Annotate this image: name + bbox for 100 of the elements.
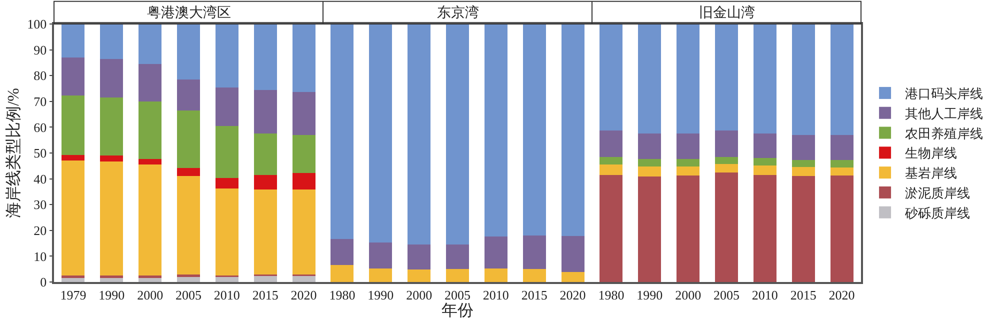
legend-label: 砂砾质岸线: [904, 205, 970, 220]
y-tick-label: 100: [27, 16, 47, 32]
bar: [830, 160, 854, 168]
x-tick-label: 2020: [828, 287, 855, 302]
bar: [676, 159, 700, 167]
bar: [792, 24, 815, 136]
bar: [676, 166, 700, 176]
x-tick-label: 2005: [444, 287, 470, 302]
bar: [408, 24, 431, 244]
x-tick-label: 2020: [290, 287, 317, 302]
x-tick-label: 2010: [214, 287, 240, 302]
bar: [638, 24, 662, 134]
bar: [330, 264, 354, 282]
bar: [369, 268, 392, 282]
bar: [753, 133, 776, 158]
legend-label: 基岩岸线: [905, 166, 958, 181]
bar: [446, 244, 470, 270]
x-tick-label: 2000: [137, 287, 164, 302]
bar: [215, 188, 238, 276]
bar: [484, 268, 508, 282]
bar: [369, 24, 392, 242]
bar: [215, 87, 238, 126]
bar: [138, 101, 162, 159]
bar: [100, 156, 124, 162]
bar: [792, 160, 815, 168]
bar: [600, 164, 623, 175]
x-tick-label: 1990: [636, 287, 663, 302]
text: 粤港澳大湾区: [147, 5, 231, 21]
bar: [600, 156, 623, 165]
bar: [600, 130, 623, 157]
bar: [830, 167, 854, 176]
x-tick-label: 2020: [560, 287, 586, 302]
bar: [753, 24, 776, 134]
bar: [408, 244, 431, 270]
bar: [676, 176, 700, 282]
y-tick-label: 70: [34, 94, 47, 109]
bar: [176, 110, 200, 168]
bar: [62, 58, 85, 96]
x-tick-label: 2010: [482, 287, 509, 302]
bar: [753, 158, 776, 166]
bar: [138, 24, 162, 64]
bar: [522, 235, 546, 270]
bar: [600, 24, 623, 130]
bar: [753, 165, 776, 175]
x-tick-label: 1980: [598, 287, 624, 302]
bar: [215, 178, 238, 188]
x-tick-label: 2000: [406, 287, 432, 302]
bar: [138, 164, 162, 276]
bar: [676, 24, 700, 134]
bar: [254, 133, 277, 176]
x-tick-label: 1980: [329, 287, 356, 302]
bar: [254, 90, 277, 134]
bar: [215, 126, 238, 178]
bar: [714, 130, 738, 157]
x-tick-label: 1979: [60, 287, 86, 302]
y-tick-label: 20: [34, 222, 47, 238]
bar: [714, 24, 738, 131]
bar: [100, 24, 124, 59]
bar: [100, 58, 124, 98]
bar: [484, 24, 508, 236]
bar: [561, 272, 584, 282]
bar: [600, 174, 623, 282]
bar: [792, 135, 815, 160]
bar: [138, 158, 162, 165]
x-tick-label: 1990: [368, 287, 394, 302]
x-tick-label: 2010: [752, 287, 778, 302]
y-tick-label: 30: [34, 197, 47, 212]
bar: [753, 174, 776, 282]
bar: [100, 161, 124, 276]
bar: [638, 176, 662, 282]
y-axis-title: 海岸线类型比例/%: [4, 88, 23, 218]
y-tick-label: 0: [40, 274, 47, 290]
legend-label: 港口码头岸线: [905, 86, 984, 102]
bar: [638, 133, 662, 160]
y-tick-label: 90: [34, 42, 47, 58]
bar: [446, 24, 470, 244]
text: 东京湾: [437, 5, 479, 21]
bar: [62, 154, 85, 161]
bar: [714, 156, 738, 164]
bar: [561, 24, 584, 236]
bar: [714, 164, 738, 173]
legend-label: 生物岸线: [905, 146, 958, 161]
bar: [292, 92, 316, 135]
bar: [522, 24, 546, 236]
bar: [561, 236, 584, 272]
bar: [830, 176, 854, 282]
text: 旧金山湾: [699, 5, 755, 21]
x-tick-label: 2005: [176, 287, 202, 302]
x-tick-label: 2000: [675, 287, 702, 302]
bar: [254, 190, 277, 274]
bar: [330, 24, 354, 239]
bar: [292, 190, 316, 274]
bar: [292, 134, 316, 173]
x-tick-label: 2015: [252, 287, 278, 302]
bar: [830, 24, 854, 136]
bar: [62, 96, 85, 155]
x-tick-label: 1990: [98, 287, 125, 302]
bar: [254, 175, 277, 190]
bar: [176, 24, 200, 80]
bar: [254, 24, 277, 90]
